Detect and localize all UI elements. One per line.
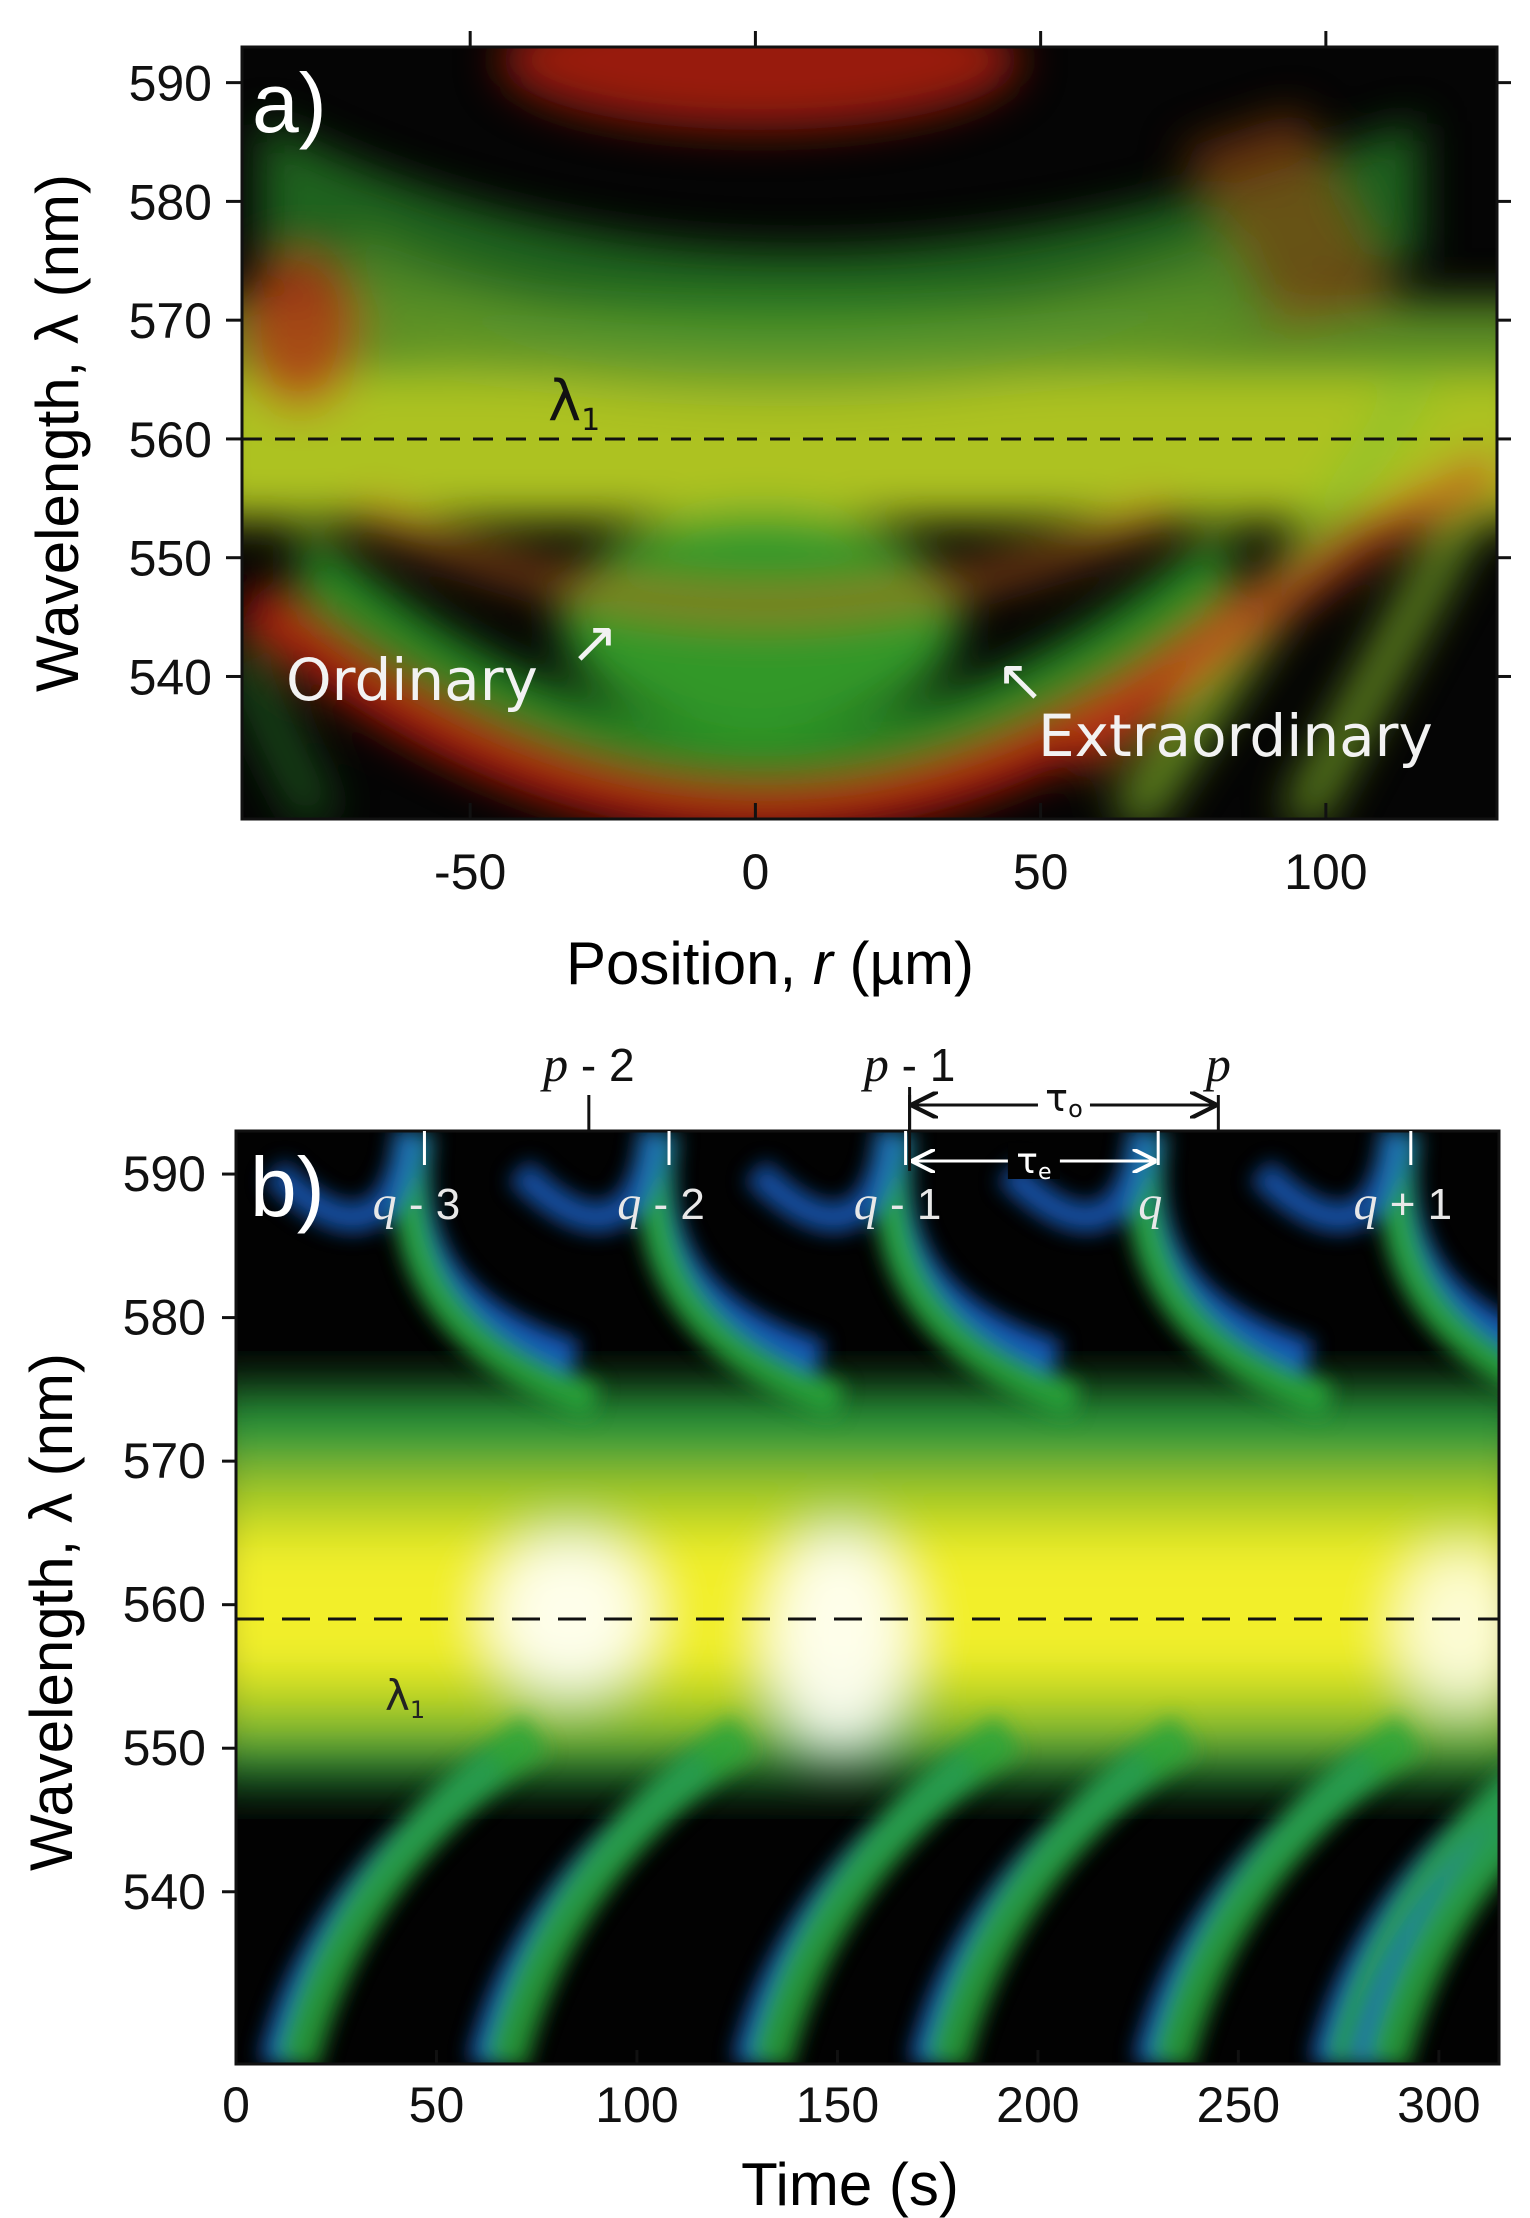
lower-arc-green — [274, 1715, 549, 2064]
panel-a-ticks: -50 0 50 100 540 550 560 570 580 590 — [129, 31, 1511, 900]
inner-marker-label: q - 2 — [617, 1177, 705, 1230]
panel-a-heatmap — [242, 47, 1497, 819]
upper-arc-left — [263, 1131, 428, 1233]
y-tick-label-a: 540 — [129, 649, 212, 705]
panel-b-markers: p - 2 p - 1 p q - 3 q - 2 q - 1 q q + 1 τo τe — [373, 1036, 1452, 1230]
lower-arc-green — [1148, 1715, 1423, 2064]
y-tick-label-b: 590 — [123, 1146, 206, 1202]
x-tick-label-b: 0 — [222, 2077, 250, 2133]
y-tick-label-b: 570 — [123, 1433, 206, 1489]
panel-b-y-title: Wavelength, λ (nm) — [18, 1353, 85, 1871]
lower-arc-green — [483, 1715, 758, 2064]
panel-a: -50 0 50 100 540 550 560 570 580 590 a) λ1 Ordina… — [24, 31, 1511, 997]
extraordinary-arrow-icon: ↖ — [996, 646, 1045, 714]
top-marker-label: p - 1 — [861, 1036, 955, 1092]
panel-b-sawtooth-features — [259, 1131, 1499, 2064]
panel-a-frame — [240, 45, 1499, 821]
tau-e-label-bg — [1007, 1143, 1060, 1179]
panel-a-label: a) — [252, 56, 327, 150]
upper-arc-left — [1250, 1131, 1414, 1233]
lower-arc-green — [1325, 1774, 1499, 2064]
panel-b-ticks: 0 50 100 150 200 250 300 540 550 560 570 580 590 — [123, 1146, 1481, 2133]
inner-marker-label: q - 1 — [854, 1177, 942, 1230]
x-tick-label-b: 100 — [595, 2077, 678, 2133]
x-tick-label-a: 50 — [1013, 844, 1069, 900]
inner-marker-label: q + 1 — [1353, 1177, 1452, 1230]
y-tick-label-b: 580 — [123, 1290, 206, 1346]
inner-marker-label: q - 3 — [373, 1177, 461, 1230]
x-tick-label-b: 150 — [796, 2077, 879, 2133]
panel-a-y-title: Wavelength, λ (nm) — [24, 174, 91, 692]
upper-arc-left — [508, 1131, 672, 1233]
top-marker-label: p — [1203, 1036, 1231, 1092]
x-tick-label-b: 300 — [1397, 2077, 1480, 2133]
tau-e-label: τe — [1016, 1141, 1051, 1185]
inner-marker-label: q — [1138, 1177, 1162, 1230]
panel-b-label: b) — [250, 1140, 325, 1234]
y-tick-label-a: 550 — [129, 531, 212, 587]
x-tick-label-b: 250 — [1197, 2077, 1280, 2133]
panel-b-heatmap — [236, 1131, 1499, 2064]
x-tick-label-a: -50 — [434, 844, 506, 900]
upper-arc-left — [744, 1131, 909, 1233]
tau-o-label: τo — [1045, 1076, 1083, 1123]
panel-b-x-title: Time (s) — [741, 2151, 959, 2218]
y-tick-label-b: 560 — [123, 1577, 206, 1633]
x-tick-label-a: 100 — [1284, 844, 1367, 900]
x-tick-label-b: 200 — [996, 2077, 1079, 2133]
lower-arc-green — [924, 1715, 1199, 2064]
panel-b-frame — [234, 1129, 1501, 2066]
panel-b: 0 50 100 150 200 250 300 540 550 560 570 580 590 p -… — [18, 1036, 1501, 2218]
y-tick-label-a: 570 — [129, 293, 212, 349]
top-marker-label: p - 2 — [540, 1036, 634, 1092]
y-tick-label-a: 580 — [129, 174, 212, 230]
x-tick-label-a: 0 — [742, 844, 770, 900]
y-tick-label-b: 550 — [123, 1720, 206, 1776]
ordinary-arrow-icon: ↗ — [570, 608, 619, 676]
panel-a-x-title: Position, r (µm) — [566, 930, 974, 997]
y-tick-label-b: 540 — [123, 1864, 206, 1920]
lower-arc-green — [747, 1715, 1022, 2064]
lambda1-label-b: λ1 — [385, 1671, 425, 1724]
y-tick-label-a: 590 — [129, 56, 212, 112]
lower-arc-green — [1365, 1813, 1499, 2064]
extraordinary-label: Extraordinary — [1038, 702, 1433, 770]
ordinary-label: Ordinary — [286, 646, 538, 714]
tau-o-label-bg — [1037, 1081, 1090, 1121]
y-tick-label-a: 560 — [129, 412, 212, 468]
x-tick-label-b: 50 — [409, 2077, 465, 2133]
lambda1-label-a: λ1 — [548, 369, 600, 438]
